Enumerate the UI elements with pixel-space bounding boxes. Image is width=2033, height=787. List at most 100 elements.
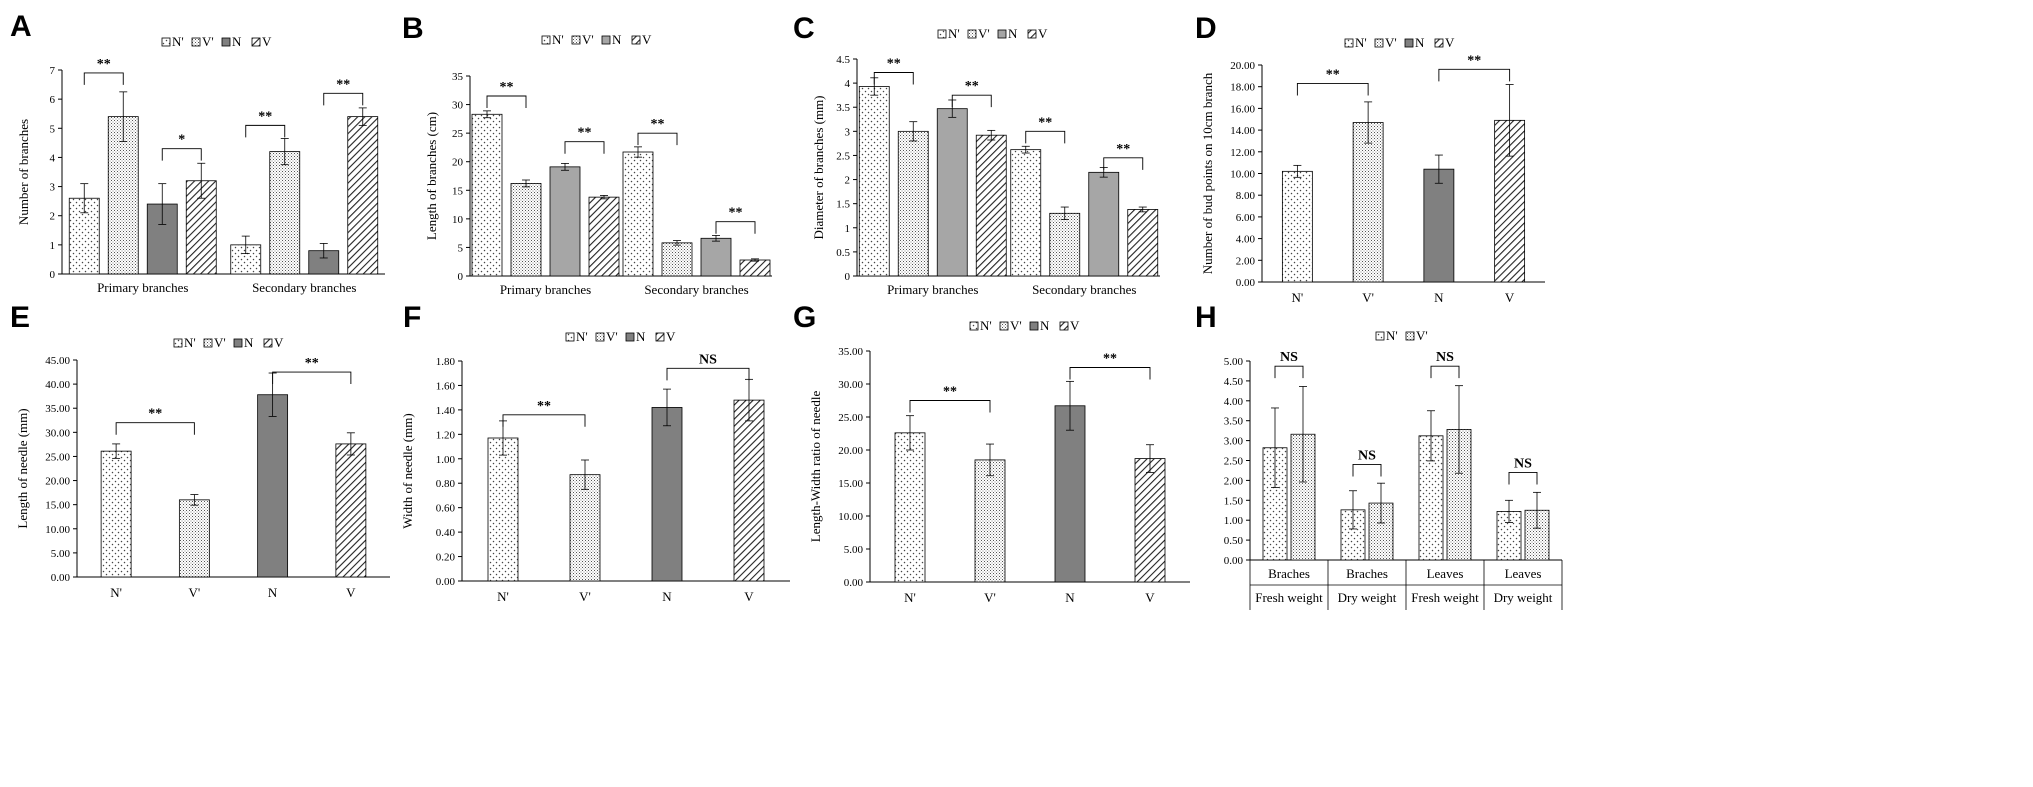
y-tick-label: 1.40 — [436, 405, 456, 417]
y-tick-label: 30.00 — [838, 379, 863, 391]
y-tick-label: 10 — [452, 214, 464, 226]
panel-letter: D — [1195, 12, 1217, 45]
y-tick-label: 15.00 — [45, 500, 70, 512]
panel-F: F 0.00 0.20 0.40 0.60 0.80 1.00 1.20 1.40 1.60 1.8… — [400, 301, 790, 604]
bar — [1054, 405, 1086, 583]
legend-swatch — [191, 37, 201, 47]
y-tick-label: 0.40 — [436, 527, 456, 539]
legend-label: N' — [552, 32, 564, 47]
significance-bracket — [115, 422, 195, 435]
panel-H: H 0.00 0.50 1.00 1.50 2.00 2.50 3.00 3.50 4.00 4.5… — [1195, 301, 1563, 610]
bar — [269, 151, 301, 275]
bar — [471, 113, 503, 277]
y-tick-label: 8.00 — [1236, 190, 1256, 202]
y-tick-label: 3.5 — [836, 102, 850, 114]
significance-bracket — [272, 371, 352, 385]
significance-bracket — [1508, 471, 1538, 485]
legend-swatch — [263, 338, 273, 348]
significance-bracket — [951, 94, 992, 108]
significance-label: ** — [578, 126, 592, 141]
y-tick-label: 1.20 — [436, 429, 456, 441]
bar — [894, 432, 926, 583]
legend-swatch — [571, 35, 581, 45]
y-tick-label: 20 — [452, 157, 464, 169]
x-group-label: Fresh weight — [1255, 590, 1323, 605]
legend-swatch — [601, 35, 611, 45]
legend-swatch — [997, 29, 1007, 39]
y-tick-label: 35.00 — [838, 346, 863, 358]
x-category-label: V — [346, 585, 356, 600]
legend-label: N' — [980, 318, 992, 333]
y-tick-label: 0 — [50, 269, 56, 281]
legend-swatch — [173, 338, 183, 348]
bar — [487, 437, 519, 582]
significance-bracket — [873, 72, 914, 85]
y-axis-label: Width of needle (mm) — [400, 413, 415, 528]
legend-swatch — [1405, 331, 1415, 341]
legend-label: V' — [202, 34, 214, 49]
legend: N' V' N V — [969, 318, 1080, 333]
y-tick-label: 15.00 — [838, 478, 863, 490]
bar — [107, 116, 139, 275]
legend: N' V' N V — [937, 26, 1048, 41]
legend-label: V — [262, 34, 272, 49]
bar — [335, 443, 367, 578]
significance-label: ** — [537, 399, 551, 414]
significance-label: ** — [1103, 352, 1117, 367]
x-group-label: Fresh weight — [1411, 590, 1479, 605]
legend-swatch — [595, 332, 605, 342]
legend-swatch — [999, 321, 1009, 331]
legend-label: N — [244, 335, 254, 350]
legend-label: V' — [1416, 328, 1428, 343]
bar — [549, 166, 581, 277]
y-tick-label: 7 — [50, 65, 56, 77]
x-category-label: Leaves — [1505, 566, 1542, 581]
y-tick-label: 0.00 — [51, 572, 71, 584]
x-category-label: Primary branches — [887, 282, 978, 297]
legend-label: N — [1008, 26, 1018, 41]
legend-swatch — [1344, 38, 1354, 48]
panel-letter: E — [10, 301, 30, 334]
y-tick-label: 2.5 — [836, 150, 850, 162]
y-tick-label: 1.5 — [836, 199, 850, 211]
bar — [588, 196, 620, 277]
legend-swatch — [631, 35, 641, 45]
bar — [1088, 171, 1120, 277]
legend-swatch — [565, 332, 575, 342]
x-category-label: N' — [1292, 290, 1304, 305]
y-tick-label: 0.00 — [1236, 277, 1256, 289]
y-tick-label: 40.00 — [45, 379, 70, 391]
legend: N' V' N V — [173, 335, 284, 350]
y-tick-label: 16.00 — [1230, 103, 1255, 115]
y-tick-label: 0.50 — [1224, 535, 1244, 547]
legend-swatch — [625, 332, 635, 342]
legend-swatch — [655, 332, 665, 342]
significance-label: ** — [943, 385, 957, 400]
bar — [651, 407, 683, 582]
y-axis-label: Diameter of branches (mm) — [811, 95, 826, 239]
legend: N' V' N V — [565, 329, 676, 344]
bar — [100, 450, 132, 578]
significance-bracket — [1296, 82, 1369, 96]
legend-label: V — [642, 32, 652, 47]
legend-swatch — [967, 29, 977, 39]
bar — [897, 130, 929, 277]
y-tick-label: 20.00 — [838, 445, 863, 457]
legend-label: V' — [1385, 35, 1397, 50]
x-category-label: Primary branches — [97, 280, 188, 295]
legend-swatch — [1375, 331, 1385, 341]
x-category-label: N — [268, 585, 278, 600]
legend-swatch — [251, 37, 261, 47]
legend-label: V' — [606, 329, 618, 344]
legend-swatch — [937, 29, 947, 39]
significance-label: NS — [699, 352, 717, 367]
y-tick-label: 4 — [845, 78, 851, 90]
legend-label: V' — [214, 335, 226, 350]
y-tick-label: 0 — [845, 271, 851, 283]
legend-label: N' — [948, 26, 960, 41]
x-category-label: N' — [110, 585, 122, 600]
x-category-label: Primary branches — [500, 282, 591, 297]
bar — [622, 151, 654, 277]
panel-letter: A — [10, 10, 32, 43]
y-tick-label: 12.00 — [1230, 147, 1255, 159]
